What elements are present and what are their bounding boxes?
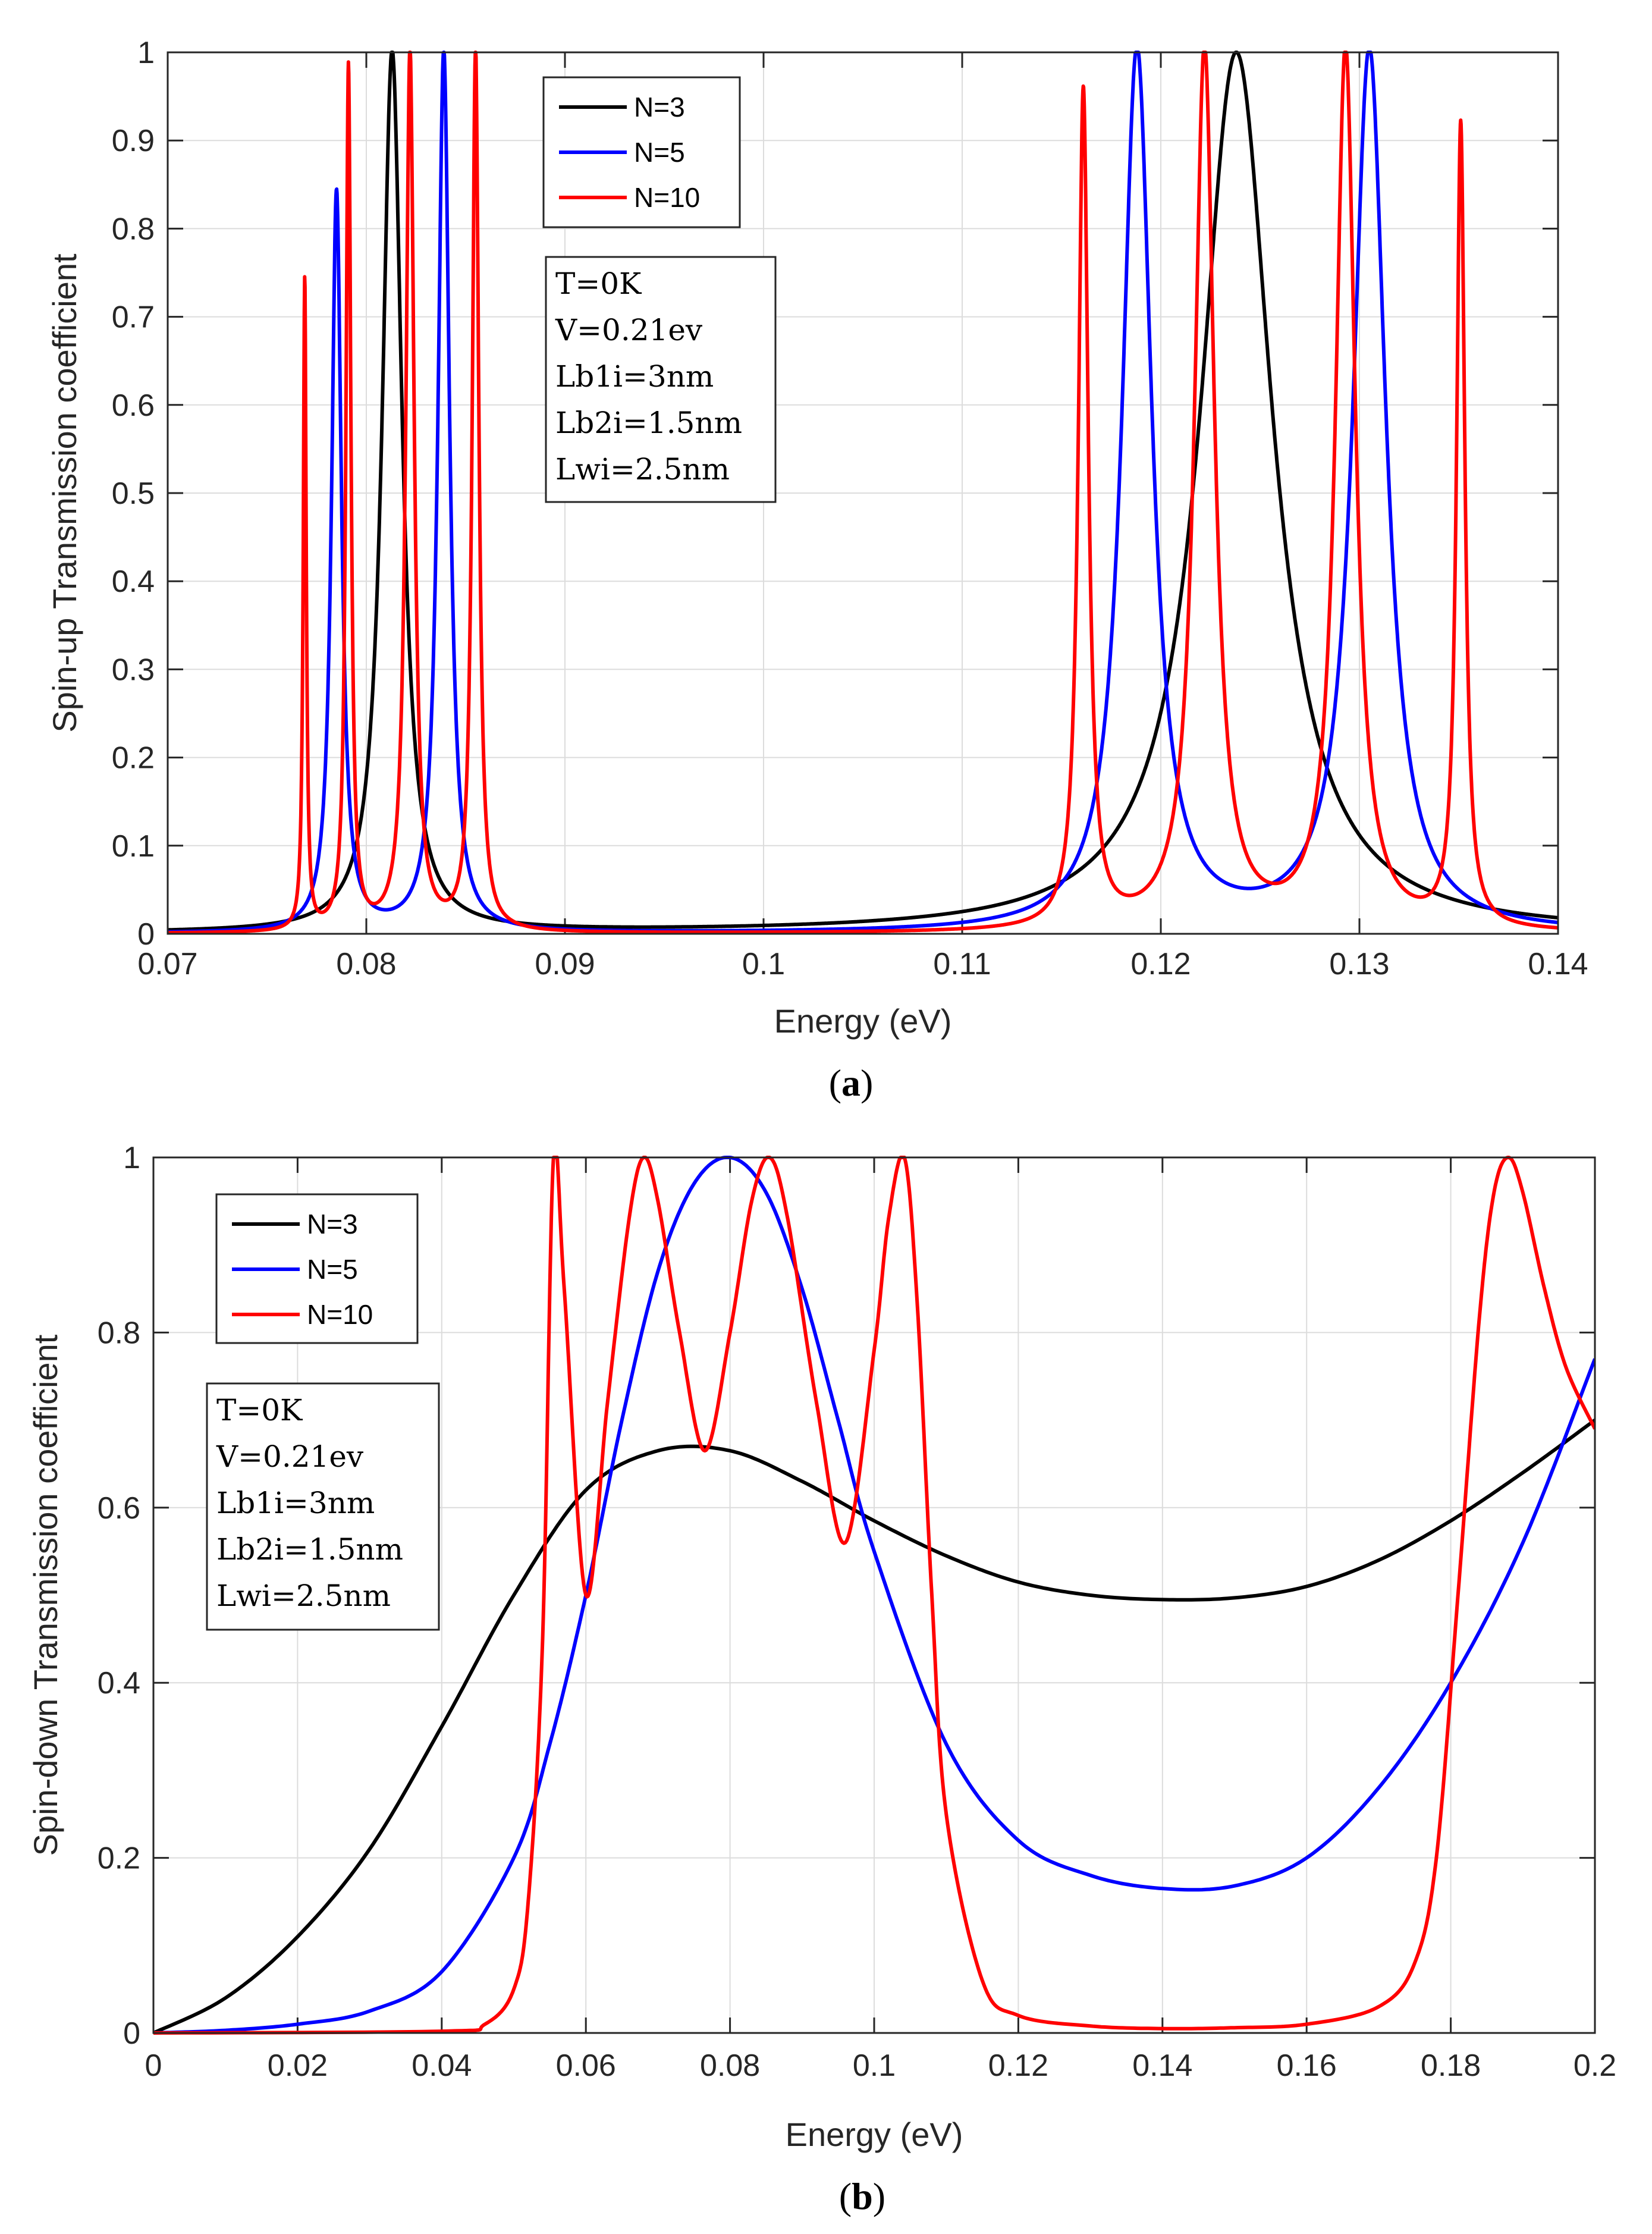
parameter-line: V=0.21ev [216, 1439, 364, 1474]
x-tick-label: 0 [145, 2048, 162, 2083]
y-axis-label: Spin-down Transmission coefficient [27, 1334, 64, 1856]
x-axis-label: Energy (eV) [786, 2116, 963, 2153]
y-tick-label: 0.2 [112, 741, 155, 776]
x-tick-label: 0.18 [1421, 2048, 1481, 2083]
parameter-line: Lb1i=3nm [555, 359, 714, 394]
series-line-n-10 [168, 51, 1558, 935]
parameter-line: V=0.21ev [555, 313, 703, 347]
y-tick-label: 0.4 [112, 564, 155, 599]
y-tick-label: 0.6 [112, 388, 155, 423]
legend-label: N=5 [634, 137, 685, 168]
parameters-frame [206, 1382, 440, 1631]
y-tick-label: 0 [137, 917, 155, 952]
x-tick-label: 0.04 [412, 2048, 472, 2083]
series-line-n-10 [153, 1156, 1595, 2035]
legend-label: N=3 [307, 1209, 358, 1240]
y-tick-label: 1 [137, 36, 155, 70]
x-tick-label: 0.12 [1130, 947, 1191, 981]
y-tick-label: 0.6 [98, 1491, 140, 1526]
parameter-line: T=0K [555, 266, 642, 301]
x-tick-label: 0.11 [933, 947, 991, 981]
parameter-line: Lb2i=1.5nm [216, 1532, 403, 1567]
x-tick-label: 0.1 [853, 2048, 896, 2083]
panel-caption: (a) [829, 1062, 874, 1104]
y-tick-label: 0.2 [98, 1841, 140, 1876]
y-tick-label: 0.3 [112, 652, 155, 687]
x-tick-label: 0.09 [535, 947, 595, 981]
y-axis-label: Spin-up Transmission coefficient [46, 253, 83, 733]
panel-b-chart: 0 0.02 0.04 0.06 0.08 0.1 0.12 0.14 0.16 0.18 0.2 0… [27, 1141, 1616, 2217]
y-tick-label: 0.8 [112, 212, 155, 246]
legend: N=3 N=5 N=10 [542, 76, 741, 228]
x-tick-label: 0.02 [268, 2048, 328, 2083]
plot-frame [152, 1156, 1596, 2034]
parameters-box: T=0K V=0.21ev Lb1i=3nm Lb2i=1.5nm Lwi=2.5nm [545, 256, 777, 503]
series-line-n-3 [153, 1419, 1595, 2035]
y-tick-label: 0.8 [98, 1316, 140, 1350]
x-tick-label: 0.08 [700, 2048, 760, 2083]
parameter-line: Lb1i=3nm [216, 1486, 375, 1520]
y-tick-label: 0.4 [98, 1666, 140, 1700]
panel-caption: (b) [839, 2175, 885, 2217]
legend: N=3 N=5 N=10 [215, 1193, 419, 1344]
parameter-line: Lwi=2.5nm [216, 1579, 391, 1613]
parameters-frame [545, 256, 777, 503]
x-tick-label: 0.13 [1329, 947, 1389, 981]
legend-label: N=5 [307, 1254, 358, 1285]
series-line-n-5 [153, 1156, 1595, 2035]
x-tick-label: 0.1 [742, 947, 785, 981]
parameter-line: Lwi=2.5nm [555, 452, 730, 487]
y-tick-label: 0.5 [112, 476, 155, 511]
legend-label: N=3 [634, 92, 685, 123]
legend-label: N=10 [634, 182, 700, 213]
x-tick-label: 0.06 [556, 2048, 616, 2083]
x-tick-label: 0.07 [137, 947, 197, 981]
x-tick-label: 0.14 [1132, 2048, 1192, 2083]
plot-frame [167, 51, 1559, 935]
y-tick-label: 0.7 [112, 300, 155, 335]
x-axis-label: Energy (eV) [774, 1002, 952, 1040]
x-tick-label: 0.12 [988, 2048, 1048, 2083]
parameter-line: T=0K [216, 1393, 303, 1427]
y-tick-label: 1 [123, 1141, 140, 1175]
parameters-box: T=0K V=0.21ev Lb1i=3nm Lb2i=1.5nm Lwi=2.5nm [206, 1382, 440, 1631]
x-tick-label: 0.08 [336, 947, 396, 981]
parameter-line: Lb2i=1.5nm [555, 406, 742, 440]
y-tick-label: 0.1 [112, 829, 155, 864]
y-tick-label: 0 [123, 2016, 140, 2051]
series-group [168, 51, 1558, 935]
series-line-n-5 [168, 51, 1558, 934]
x-tick-label: 0.14 [1528, 947, 1588, 981]
panel-a-chart: 0.07 0.08 0.09 0.1 0.11 0.12 0.13 0.14 0 0.1 0.2 0.… [46, 36, 1588, 1104]
series-group [153, 1156, 1595, 2035]
legend-label: N=10 [307, 1299, 373, 1330]
x-tick-label: 0.16 [1277, 2048, 1337, 2083]
y-tick-label: 0.9 [112, 124, 155, 158]
x-tick-label: 0.2 [1574, 2048, 1616, 2083]
